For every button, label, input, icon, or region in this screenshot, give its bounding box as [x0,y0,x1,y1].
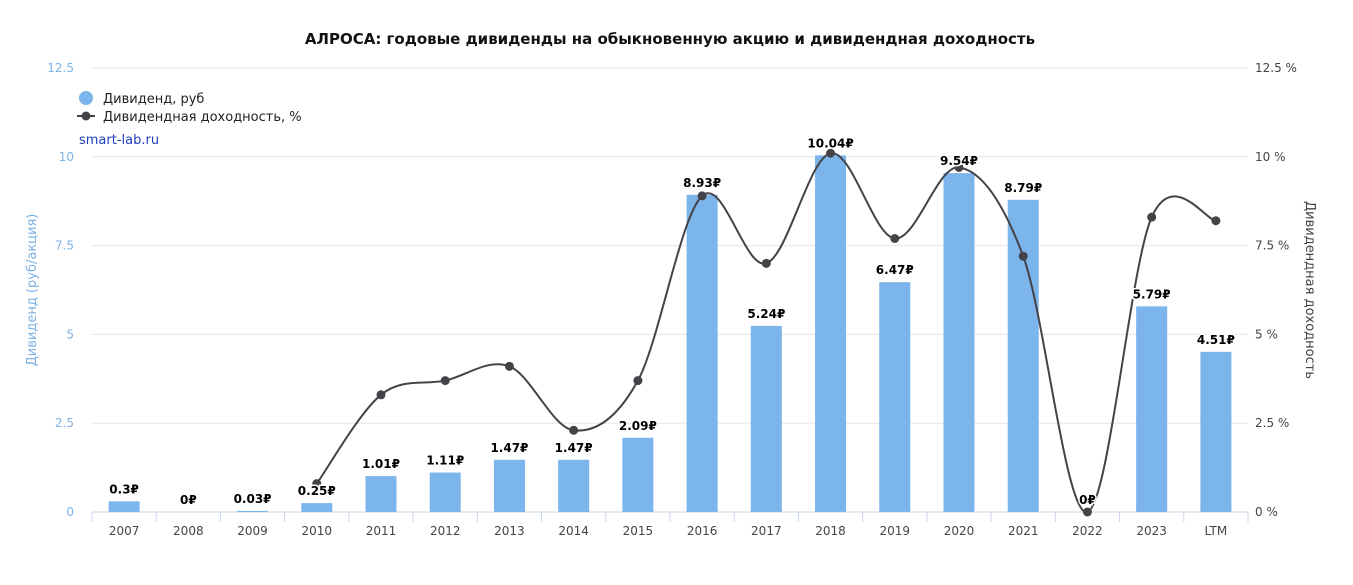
dividend-bar[interactable] [365,476,397,512]
bar-value-label: 5.24₽ [747,307,785,321]
dividend-bar[interactable] [686,194,718,512]
yield-line [312,148,1221,517]
yield-point[interactable] [954,162,964,172]
dividend-bar[interactable] [943,173,975,512]
x-tick-label: 2023 [1136,524,1167,538]
yield-point[interactable] [826,148,836,158]
yield-point[interactable] [504,361,514,371]
dividend-bar[interactable] [237,510,269,512]
x-tick-label: LTM [1205,524,1228,538]
dividend-bars [108,155,1232,512]
legend-item-yield[interactable]: Дивидендная доходность, % [77,110,302,125]
bar-value-label: 0.25₽ [298,484,336,498]
left-tick-label: 0 [66,505,74,519]
left-axis-title: Дивиденд (руб/акция) [25,214,40,367]
bar-value-label: 10.04₽ [807,136,853,150]
right-axis-ticks: 0 % 2.5 % 5 % 7.5 % 10 % 12.5 % [1255,61,1297,519]
bar-value-label: 1.11₽ [426,454,464,468]
bar-value-label: 6.47₽ [876,263,914,277]
chart-title: АЛРОСА: годовые дивиденды на обыкновенну… [305,30,1035,48]
dividend-bar[interactable] [429,472,461,512]
dividend-bar[interactable] [1200,351,1232,512]
x-tick-label: 2015 [623,524,654,538]
bar-value-label: 1.47₽ [555,441,593,455]
right-tick-label: 2.5 % [1255,416,1289,430]
right-tick-label: 12.5 % [1255,61,1297,75]
bar-value-label: 0₽ [180,493,197,507]
x-tick-label: 2021 [1008,524,1039,538]
x-tick-label: 2010 [302,524,333,538]
bar-value-label: 5.79₽ [1133,287,1171,301]
yield-point[interactable] [376,390,386,400]
left-tick-label: 2.5 [55,416,74,430]
x-tick-label: 2017 [751,524,782,538]
bar-value-label: 1.01₽ [362,457,400,471]
dividend-bar[interactable] [815,155,847,512]
x-axis: 2007 2008 2009 2010 2011 2012 2013 2014 2015 2016… [91,512,1249,538]
legend-label-yield: Дивидендная доходность, % [103,110,302,125]
dividend-bar[interactable] [750,325,782,512]
right-tick-label: 5 % [1255,327,1278,341]
bar-value-label: 9.54₽ [940,154,978,168]
x-tick-label: 2020 [944,524,975,538]
dividend-bar[interactable] [493,459,525,512]
x-tick-label: 2018 [815,524,846,538]
left-axis-ticks: 0 2.5 5 7.5 10 12.5 [47,61,74,519]
bar-value-label: 4.51₽ [1197,333,1235,347]
yield-point[interactable] [761,258,771,268]
bar-value-label: 2.09₽ [619,419,657,433]
yield-point[interactable] [1147,212,1157,222]
dividend-bar[interactable] [1007,199,1039,512]
x-tick-label: 2011 [366,524,397,538]
legend: Дивиденд, руб Дивидендная доходность, % [77,91,302,125]
legend-bar-marker [79,91,93,105]
yield-point[interactable] [569,425,579,435]
bar-data-labels: 0.3₽ 0₽ 0.03₽ 0.25₽ 1.01₽ 1.11₽ 1.47₽ 1.47₽ 2.09… [108,135,1237,509]
dividend-bar[interactable] [879,282,911,512]
x-tick-label: 2022 [1072,524,1103,538]
dividend-bar[interactable] [1136,306,1168,512]
right-tick-label: 7.5 % [1255,239,1289,253]
yield-point[interactable] [633,376,643,386]
right-tick-label: 0 % [1255,505,1278,519]
left-tick-label: 12.5 [47,61,74,75]
x-tick-label: 2013 [494,524,525,538]
yield-point[interactable] [697,191,707,201]
legend-label-dividend: Дивиденд, руб [103,92,204,107]
yield-point[interactable] [312,479,322,489]
dividend-bar[interactable] [558,459,590,512]
x-tick-label: 2016 [687,524,718,538]
right-tick-label: 10 % [1255,150,1286,164]
bar-value-label: 8.93₽ [683,176,721,190]
x-tick-label: 2019 [880,524,911,538]
x-tick-label: 2007 [109,524,140,538]
left-tick-label: 7.5 [55,239,74,253]
yield-point[interactable] [1018,251,1028,261]
yield-point[interactable] [1082,507,1092,517]
x-tick-label: 2008 [173,524,204,538]
x-tick-label: 2014 [558,524,589,538]
left-tick-label: 5 [66,327,74,341]
legend-line-dot [81,111,91,121]
bar-value-label: 0.3₽ [109,482,139,496]
x-tick-label: 2009 [237,524,268,538]
bar-value-label: 1.47₽ [490,441,528,455]
bar-value-label: 8.79₽ [1004,181,1042,195]
dividend-bar[interactable] [301,503,333,512]
yield-point[interactable] [1211,216,1221,226]
bar-value-label: 0.03₽ [234,492,272,506]
yield-point[interactable] [890,233,900,243]
dividend-bar[interactable] [108,501,140,512]
grid-lines [92,67,1248,513]
yield-point[interactable] [440,376,450,386]
left-tick-label: 10 [59,150,74,164]
dividend-bar[interactable] [622,437,654,512]
bar-value-label: 0₽ [1079,493,1096,507]
x-tick-label: 2012 [430,524,461,538]
watermark-link[interactable]: smart-lab.ru [79,133,159,148]
legend-item-dividend[interactable]: Дивиденд, руб [79,91,204,107]
right-axis-title: Дивидендная доходность [1302,201,1317,379]
